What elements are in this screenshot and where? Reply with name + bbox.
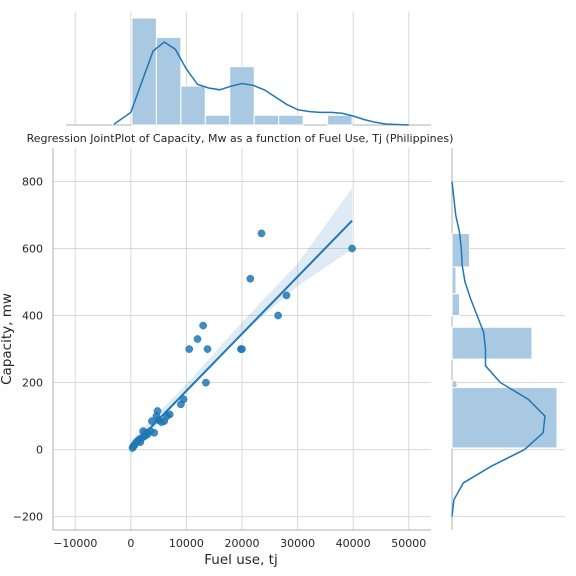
x-tick-label: 20000 <box>225 537 260 550</box>
main-panel: −10000 0 10000 20000 30000 40000 50000 −200 0 20… <box>13 148 431 550</box>
data-point <box>238 345 246 353</box>
scatter-points <box>128 229 356 452</box>
x-histogram-bar <box>131 17 157 126</box>
x-histogram-bar <box>155 36 182 126</box>
y-tick-label: 800 <box>22 176 43 189</box>
y-histogram-bar <box>451 380 458 389</box>
data-point <box>179 395 188 404</box>
y-tick-label: 400 <box>22 310 43 323</box>
chart-title: Regression JointPlot of Capacity, Mw as … <box>27 132 454 145</box>
data-point <box>202 378 210 387</box>
regression-line <box>129 220 353 450</box>
y-histogram-bar <box>451 293 460 317</box>
axes-frame <box>52 148 431 531</box>
x-histogram-bar <box>204 114 231 126</box>
y-histogram-bar <box>451 387 558 449</box>
grid-lines <box>53 148 431 530</box>
data-point <box>185 345 194 353</box>
x-tick-label: 0 <box>127 537 134 550</box>
data-point <box>257 229 266 238</box>
x-histogram-bar <box>278 114 304 126</box>
x-tick-label: 30000 <box>280 537 315 550</box>
y-kde-curve <box>451 181 546 517</box>
x-axis-title: Fuel use, tj <box>204 552 277 568</box>
x-tick-label: 10000 <box>169 537 204 550</box>
x-tick-labels: −10000 0 10000 20000 30000 40000 50000 <box>53 537 426 550</box>
y-histogram-bar <box>451 266 457 295</box>
data-point <box>246 274 255 283</box>
x-kde-curve <box>113 41 409 126</box>
x-marginal-panel <box>66 12 431 126</box>
y-histogram-bar <box>451 326 533 360</box>
y-tick-label: 0 <box>36 444 43 457</box>
confidence-band <box>130 188 353 456</box>
x-tick-label: −10000 <box>53 537 97 550</box>
y-tick-label: 600 <box>22 243 43 256</box>
y-tick-label: 200 <box>22 377 43 390</box>
x-histogram-bar <box>180 85 206 126</box>
x-tick-label: 50000 <box>391 537 426 550</box>
data-point <box>153 407 162 415</box>
data-point <box>282 291 291 300</box>
data-point <box>348 244 356 253</box>
x-tick-label: 40000 <box>336 537 371 550</box>
x-histogram-bar <box>253 114 280 126</box>
data-point <box>274 311 282 320</box>
regression-line-group <box>129 220 353 450</box>
data-point <box>203 345 212 353</box>
y-tick-labels: −200 0 200 400 600 800 <box>13 176 43 524</box>
data-point <box>150 428 159 437</box>
y-marginal-panel <box>451 148 565 530</box>
data-point <box>193 335 202 343</box>
x-histogram-bar <box>229 66 255 126</box>
x-histogram-bar <box>327 114 353 126</box>
y-tick-label: −200 <box>13 511 43 524</box>
y-axis-title: Capacity, mw <box>0 293 15 385</box>
confidence-band-group <box>130 188 353 456</box>
data-point <box>199 321 207 330</box>
data-point <box>165 410 174 419</box>
